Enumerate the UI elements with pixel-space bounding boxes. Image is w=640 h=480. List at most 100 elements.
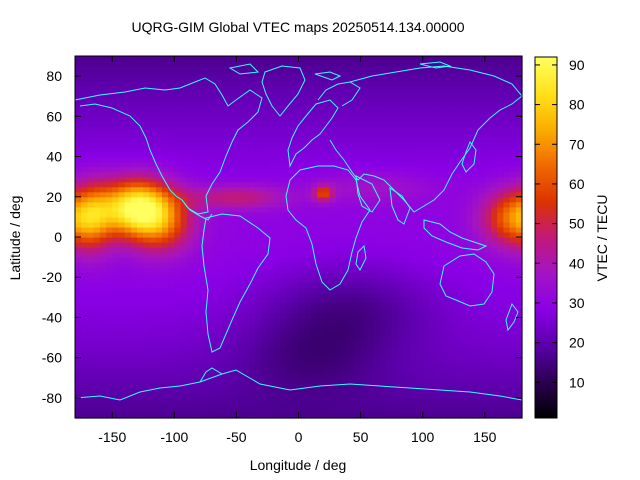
heatmap-cell (124, 397, 132, 404)
heatmap-cell (242, 231, 250, 238)
heatmap-cell (341, 332, 349, 339)
heatmap-cell (435, 342, 442, 349)
heatmap-cell (75, 211, 82, 218)
heatmap-cell (497, 211, 504, 218)
heatmap-cell (174, 76, 182, 82)
heatmap-cell (236, 151, 244, 158)
heatmap-cell (379, 297, 387, 303)
heatmap-cell (422, 106, 430, 112)
heatmap-cell (397, 181, 405, 188)
heatmap-cell (391, 387, 399, 394)
heatmap-cell (261, 292, 269, 298)
heatmap-cell (341, 211, 349, 218)
heatmap-cell (130, 226, 138, 233)
heatmap-cell (224, 81, 231, 87)
heatmap-cell (354, 231, 362, 238)
heatmap-cell (298, 292, 306, 298)
heatmap-cell (497, 136, 504, 143)
heatmap-cell (304, 106, 312, 112)
heatmap-cell (118, 231, 126, 238)
heatmap-cell (87, 76, 95, 82)
heatmap-cell (236, 242, 244, 248)
heatmap-cell (416, 91, 424, 97)
heatmap-cell (484, 377, 492, 384)
heatmap-cell (124, 231, 132, 238)
heatmap-cell (261, 136, 269, 143)
heatmap-cell (199, 412, 206, 419)
heatmap-cell (217, 76, 225, 82)
heatmap-cell (410, 307, 418, 314)
heatmap-cell (267, 151, 275, 158)
heatmap-cell (248, 407, 256, 414)
heatmap-cell (441, 257, 449, 263)
heatmap-cell (341, 277, 349, 283)
heatmap-cell (236, 116, 244, 122)
heatmap-cell (472, 307, 480, 314)
heatmap-cell (354, 377, 362, 384)
heatmap-cell (404, 237, 411, 243)
heatmap-cell (205, 156, 213, 163)
heatmap-cell (211, 186, 219, 193)
heatmap-cell (87, 257, 95, 263)
heatmap-cell (248, 196, 256, 203)
heatmap-cell (459, 352, 467, 359)
heatmap-cell (459, 181, 467, 188)
heatmap-cell (286, 91, 293, 97)
heatmap-cell (106, 71, 113, 77)
heatmap-cell (137, 257, 144, 263)
heatmap-cell (174, 186, 182, 193)
heatmap-cell (391, 237, 399, 243)
heatmap-cell (130, 191, 138, 198)
heatmap-cell (397, 332, 405, 339)
heatmap-cell (404, 191, 411, 198)
heatmap-cell (416, 116, 424, 122)
heatmap-cell (174, 412, 182, 419)
heatmap-cell (75, 111, 82, 117)
heatmap-cell (192, 161, 200, 168)
heatmap-cell (515, 201, 523, 208)
heatmap-cell (149, 322, 157, 329)
heatmap-cell (447, 176, 455, 183)
heatmap-cell (174, 377, 182, 384)
heatmap-cell (236, 352, 244, 359)
heatmap-cell (515, 412, 523, 419)
heatmap-cell (478, 91, 486, 97)
heatmap-cell (391, 372, 399, 379)
heatmap-cell (422, 397, 430, 404)
heatmap-cell (385, 342, 393, 349)
heatmap-cell (292, 337, 300, 344)
heatmap-cell (112, 161, 120, 168)
heatmap-cell (155, 382, 163, 389)
heatmap-cell (447, 156, 455, 163)
heatmap-cell (217, 407, 225, 414)
heatmap-cell (453, 211, 461, 218)
heatmap-cell (118, 337, 126, 344)
heatmap-cell (205, 307, 213, 314)
heatmap-cell (515, 221, 523, 228)
heatmap-cell (199, 257, 206, 263)
heatmap-cell (292, 131, 300, 138)
heatmap-cell (279, 357, 287, 364)
heatmap-cell (292, 312, 300, 319)
heatmap-cell (217, 66, 225, 72)
heatmap-cell (286, 196, 293, 203)
heatmap-cell (149, 161, 157, 168)
heatmap-cell (242, 307, 250, 314)
heatmap-cell (81, 81, 89, 87)
heatmap-cell (366, 211, 374, 218)
heatmap-cell (248, 297, 256, 303)
heatmap-cell (143, 66, 151, 72)
heatmap-cell (484, 121, 492, 127)
heatmap-cell (447, 191, 455, 198)
heatmap-cell (186, 322, 194, 329)
heatmap-cell (143, 211, 151, 218)
heatmap-cell (385, 297, 393, 303)
heatmap-cell (230, 337, 238, 344)
heatmap-cell (366, 412, 374, 419)
heatmap-cell (335, 242, 343, 248)
heatmap-cell (310, 141, 318, 148)
heatmap-cell (304, 332, 312, 339)
heatmap-cell (75, 382, 82, 389)
heatmap-cell (248, 397, 256, 404)
heatmap-cell (211, 91, 219, 97)
